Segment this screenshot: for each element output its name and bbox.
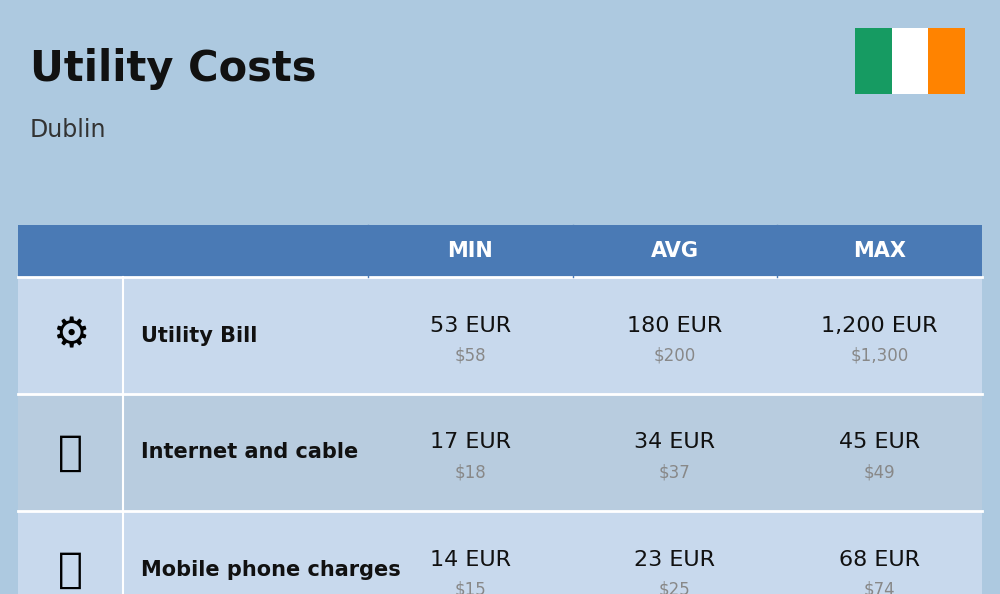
Text: Internet and cable: Internet and cable bbox=[141, 443, 358, 463]
Text: $37: $37 bbox=[659, 463, 691, 482]
Bar bbox=[892, 28, 928, 94]
Bar bbox=[855, 28, 892, 94]
Text: Mobile phone charges: Mobile phone charges bbox=[141, 560, 401, 580]
Text: $74: $74 bbox=[864, 580, 895, 594]
Text: 📱: 📱 bbox=[58, 548, 83, 590]
Text: 23 EUR: 23 EUR bbox=[635, 549, 716, 570]
Text: Utility Bill: Utility Bill bbox=[141, 326, 257, 346]
Text: $1,300: $1,300 bbox=[851, 346, 909, 365]
Text: $49: $49 bbox=[864, 463, 895, 482]
Text: $15: $15 bbox=[454, 580, 486, 594]
Bar bbox=[18, 277, 982, 394]
Text: 17 EUR: 17 EUR bbox=[430, 432, 511, 453]
Text: $200: $200 bbox=[654, 346, 696, 365]
Text: 34 EUR: 34 EUR bbox=[635, 432, 716, 453]
Text: Utility Costs: Utility Costs bbox=[30, 48, 316, 90]
Text: 53 EUR: 53 EUR bbox=[430, 315, 511, 336]
Text: $18: $18 bbox=[454, 463, 486, 482]
Text: AVG: AVG bbox=[651, 241, 699, 261]
Text: 📡: 📡 bbox=[58, 431, 83, 473]
Text: $58: $58 bbox=[455, 346, 486, 365]
Text: 68 EUR: 68 EUR bbox=[839, 549, 920, 570]
Text: ⚙: ⚙ bbox=[52, 314, 89, 356]
Text: MAX: MAX bbox=[853, 241, 906, 261]
Text: 14 EUR: 14 EUR bbox=[430, 549, 511, 570]
Text: 180 EUR: 180 EUR bbox=[627, 315, 723, 336]
Text: Dublin: Dublin bbox=[30, 118, 106, 142]
Text: $25: $25 bbox=[659, 580, 691, 594]
Bar bbox=[18, 225, 982, 277]
Bar bbox=[18, 511, 982, 594]
Bar bbox=[18, 394, 982, 511]
Text: MIN: MIN bbox=[447, 241, 493, 261]
Bar bbox=[928, 28, 965, 94]
Text: 1,200 EUR: 1,200 EUR bbox=[821, 315, 938, 336]
Text: 45 EUR: 45 EUR bbox=[839, 432, 920, 453]
